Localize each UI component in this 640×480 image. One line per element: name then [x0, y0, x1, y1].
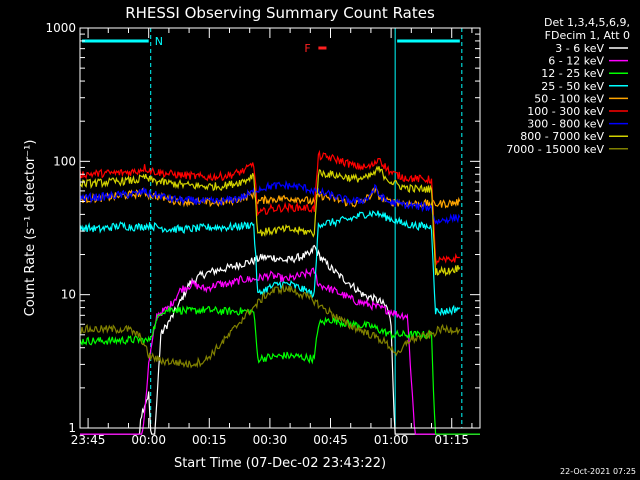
legend-entry-label: 7000 - 15000 keV: [506, 143, 604, 156]
y-tick-label: 100: [53, 154, 76, 168]
y-tick-label: 1000: [45, 21, 76, 35]
series-line: [79, 165, 461, 277]
legend-entry-label: 300 - 800 keV: [527, 118, 604, 131]
legend-entry-label: 3 - 6 keV: [555, 42, 604, 55]
y-tick-label: 10: [61, 288, 76, 302]
x-axis-label: Start Time (07-Dec-02 23:43:22): [174, 456, 386, 471]
night-label: N: [155, 35, 163, 48]
axes-layer: 1 10 100 1000 23:45 00:00 00:15 00:30 00:45 01:00…: [45, 21, 481, 447]
series-layer: [79, 149, 480, 435]
x-tick-label: 00:00: [131, 433, 166, 447]
x-tick-label: 00:30: [253, 433, 288, 447]
x-tick-label: 00:15: [192, 433, 227, 447]
series-line: [79, 305, 480, 435]
flare-label: F: [304, 42, 310, 55]
series-line: [80, 244, 480, 435]
series-line: [80, 267, 480, 435]
timestamp: 22-Oct-2021 07:25: [560, 467, 636, 476]
legend-entry-label: 12 - 25 keV: [541, 67, 604, 80]
legend-entry-label: 800 - 7000 keV: [520, 130, 604, 143]
axes-frame: [79, 27, 481, 429]
series-line: [79, 283, 461, 369]
x-tick-label: 01:15: [434, 433, 469, 447]
x-tick-label: 23:45: [71, 433, 106, 447]
y-axis-label: Count Rate (s⁻¹ detector⁻¹): [23, 140, 38, 317]
legend-header-line-1: Det 1,3,4,5,6,9,: [544, 16, 630, 29]
x-tick-label: 01:00: [374, 433, 409, 447]
legend-entry-label: 25 - 50 keV: [541, 80, 604, 93]
x-tick-label: 00:45: [313, 433, 348, 447]
series-line: [79, 210, 461, 317]
legend-entry-label: 6 - 12 keV: [548, 55, 604, 68]
chart-title: RHESSI Observing Summary Count Rates: [125, 4, 435, 22]
legend: Det 1,3,4,5,6,9, FDecim 1, Att 0 3 - 6 k…: [506, 16, 630, 156]
series-line: [79, 179, 461, 225]
legend-entry-label: 50 - 100 keV: [534, 92, 604, 105]
legend-entry-label: 100 - 300 keV: [527, 105, 604, 118]
series-line: [79, 149, 460, 266]
legend-header-line-2: FDecim 1, Att 0: [545, 29, 630, 42]
y-tick-label: 1: [68, 421, 76, 435]
